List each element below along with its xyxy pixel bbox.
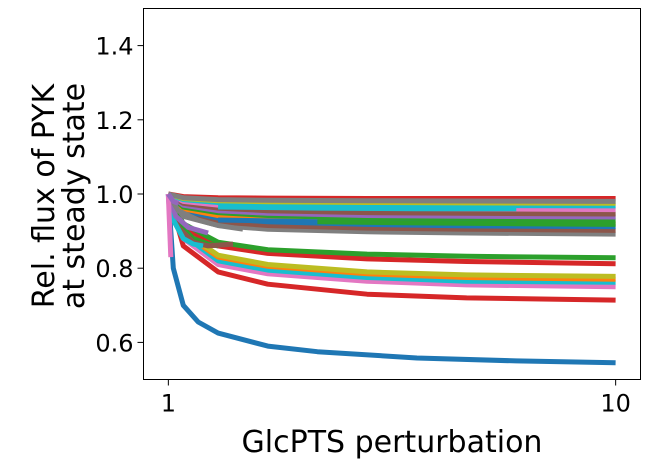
y-axis-label-line-2: at steady state <box>57 83 92 309</box>
series-line-26 <box>165 193 174 258</box>
y-axis-label-line-1: Rel. flux of PYK <box>27 82 62 308</box>
y-axis: 0.6 0.8 1.0 1.2 1.4 <box>95 33 144 357</box>
y-tick-label: 1.4 <box>95 33 133 61</box>
x-axis-label: GlcPTS perturbation <box>242 425 543 460</box>
series-line-20 <box>167 191 616 204</box>
y-tick-label: 1.0 <box>95 181 133 209</box>
series-line-28 <box>317 219 616 227</box>
y-tick-label: 1.2 <box>95 107 133 135</box>
series-line-1 <box>165 193 616 366</box>
x-tick-label: 1 <box>161 390 176 418</box>
y-tick-label: 0.8 <box>95 255 133 283</box>
series-line-29 <box>218 204 517 212</box>
series-line-25 <box>166 192 244 232</box>
series-line-30 <box>166 192 180 206</box>
plot-lines <box>165 191 616 366</box>
plot-frame <box>143 8 641 380</box>
series-line-2 <box>165 193 616 303</box>
y-tick-label: 0.6 <box>95 329 133 357</box>
x-tick-label: 10 <box>600 390 631 418</box>
series-line-24 <box>165 193 209 236</box>
series-line-9 <box>166 192 616 237</box>
x-axis: 1 10 <box>161 379 631 418</box>
y-axis-label: Rel. flux of PYK at steady state <box>27 82 92 309</box>
